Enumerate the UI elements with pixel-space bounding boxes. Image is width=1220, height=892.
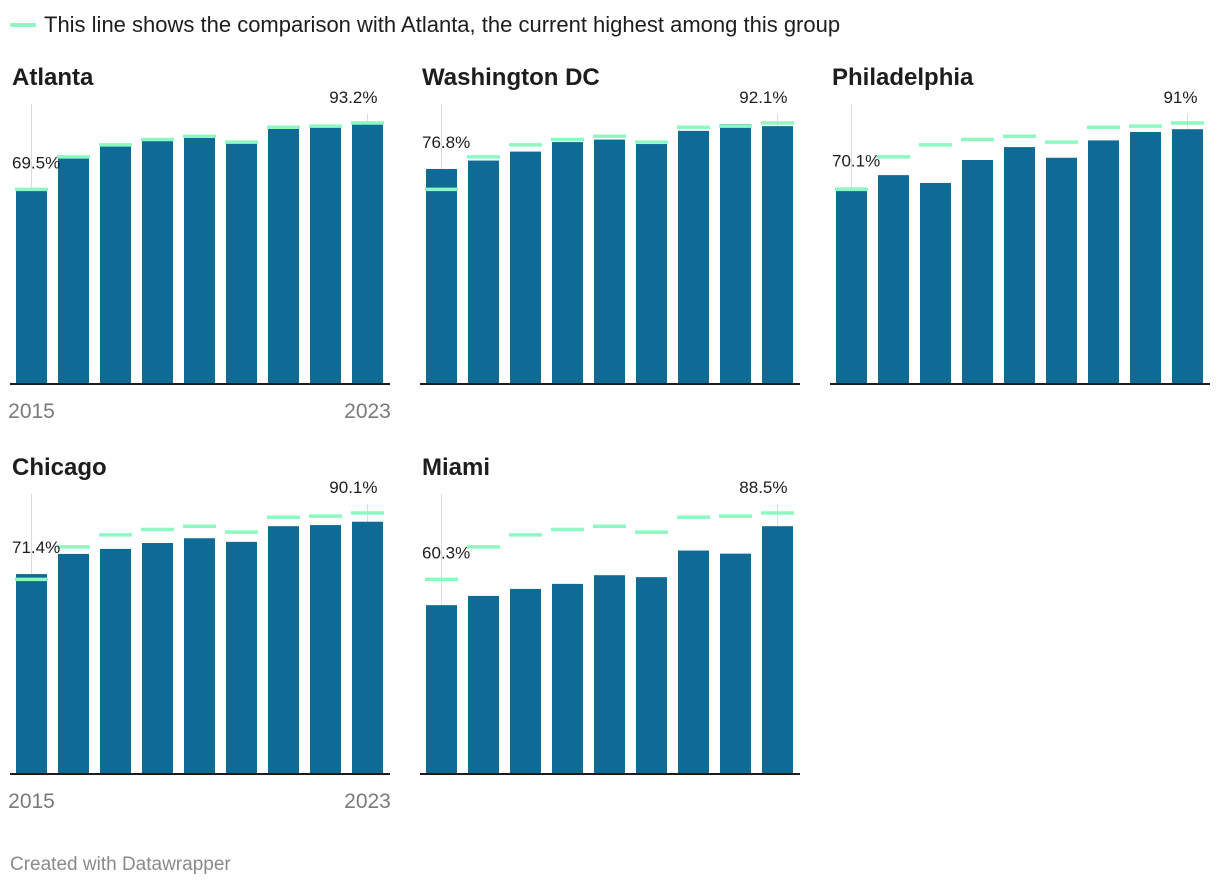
- chart-philadelphia: 70.1% 91%: [830, 88, 1210, 385]
- chart-atlanta: 69.5% 93.2% 2015 2023: [8, 88, 391, 423]
- bar-2018: [142, 543, 173, 774]
- bar-2023: [352, 521, 383, 774]
- bar-2019: [594, 575, 625, 774]
- chart-panel-washington-dc: Washington DC 76.8% 92.1%: [420, 64, 800, 454]
- last-value-label: 90.1%: [329, 478, 377, 497]
- bar-2020: [636, 577, 667, 774]
- bar-2015: [16, 574, 47, 774]
- bar-2016: [58, 156, 89, 384]
- bar-2016: [58, 553, 89, 774]
- bar-2019: [184, 136, 215, 384]
- bar-2017: [100, 144, 131, 384]
- bar-2021: [1088, 140, 1119, 384]
- bar-2016: [468, 595, 499, 774]
- bar-2017: [920, 182, 951, 384]
- chart-panel-miami: Miami 60.3% 88.5%: [420, 454, 800, 844]
- first-value-label: 69.5%: [12, 153, 60, 172]
- last-value-label: 92.1%: [739, 88, 787, 107]
- bar-2017: [510, 151, 541, 384]
- bar-2018: [142, 139, 173, 384]
- legend: This line shows the comparison with Atla…: [10, 12, 840, 38]
- bar-2023: [762, 126, 793, 384]
- chart-panel-atlanta: Atlanta 69.5% 93.2% 2015 2023: [8, 64, 391, 454]
- chart-panel-philadelphia: Philadelphia 70.1% 91%: [830, 64, 1210, 454]
- x-tick-label-last: 2023: [344, 400, 391, 423]
- chart-chicago: 71.4% 90.1% 2015 2023: [8, 478, 391, 813]
- panel-title: Miami: [422, 454, 491, 481]
- first-value-label: 60.3%: [422, 543, 470, 562]
- chart-miami: 60.3% 88.5%: [420, 478, 800, 775]
- bar-2022: [1130, 132, 1161, 384]
- bar-2015: [426, 605, 457, 774]
- panel-title: Atlanta: [12, 64, 94, 91]
- x-tick-label-first: 2015: [8, 400, 55, 423]
- first-value-label: 71.4%: [12, 538, 60, 557]
- last-value-label: 88.5%: [739, 478, 787, 497]
- bar-2023: [762, 526, 793, 774]
- legend-text: This line shows the comparison with Atla…: [44, 12, 841, 37]
- bar-2020: [226, 142, 257, 384]
- last-value-label: 93.2%: [329, 88, 377, 107]
- x-tick-label-last: 2023: [344, 790, 391, 813]
- first-value-label: 70.1%: [832, 152, 880, 171]
- panel-title: Chicago: [12, 454, 107, 481]
- bar-2016: [878, 175, 909, 384]
- x-tick-label-first: 2015: [8, 790, 55, 813]
- chart-panel-chicago: Chicago 71.4% 90.1% 2015 2023: [8, 454, 391, 844]
- bar-2016: [468, 160, 499, 384]
- bar-2018: [552, 142, 583, 384]
- bar-2017: [510, 588, 541, 774]
- bar-2018: [962, 160, 993, 384]
- bar-2021: [678, 550, 709, 774]
- bar-2023: [1172, 129, 1203, 384]
- bar-2023: [352, 123, 383, 384]
- bar-2015: [426, 168, 457, 384]
- last-value-label: 91%: [1163, 88, 1197, 107]
- bar-2022: [310, 525, 341, 774]
- bar-2020: [226, 541, 257, 774]
- bar-2015: [836, 187, 867, 384]
- bar-2020: [1046, 157, 1077, 384]
- bar-2015: [16, 189, 47, 384]
- bar-2018: [552, 583, 583, 774]
- bar-2021: [678, 130, 709, 384]
- bar-2020: [636, 144, 667, 384]
- legend-line-swatch: [10, 23, 36, 27]
- bar-2022: [720, 124, 751, 384]
- bar-2021: [268, 127, 299, 385]
- first-value-label: 76.8%: [422, 133, 470, 152]
- panel-title: Philadelphia: [832, 64, 974, 91]
- panel-title: Washington DC: [422, 64, 600, 91]
- bar-2017: [100, 548, 131, 774]
- chart-washington-dc: 76.8% 92.1%: [420, 88, 800, 385]
- bar-2019: [184, 538, 215, 774]
- footer-credit: Created with Datawrapper: [10, 854, 231, 875]
- bar-2022: [310, 126, 341, 384]
- bar-2021: [268, 526, 299, 774]
- bar-2019: [1004, 147, 1035, 384]
- bar-2022: [720, 553, 751, 774]
- bar-2019: [594, 139, 625, 384]
